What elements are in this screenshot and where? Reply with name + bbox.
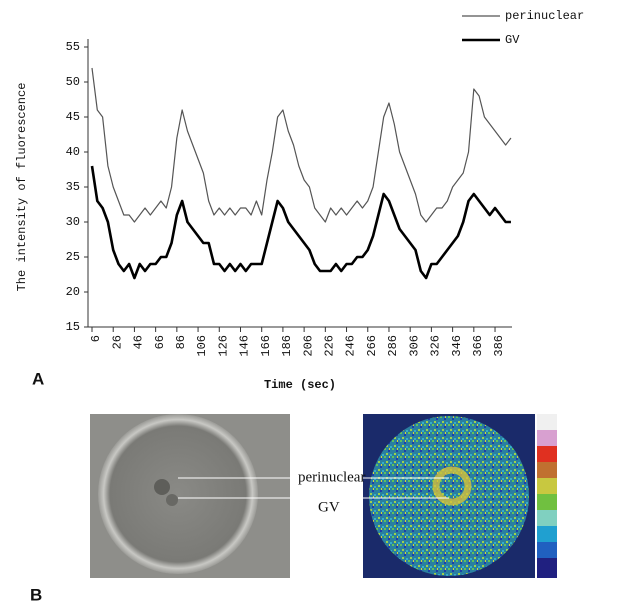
x-tick-label: 346 [450,335,464,357]
panel-label: A [32,369,44,388]
chart: 15 20 25 30 35 40 45 50 55 6 26 46 66 86 106 126 146 166 1… [15,9,584,392]
x-tick-label: 186 [280,335,294,357]
fluorescence-image [363,414,535,578]
x-tick-label: 126 [216,335,230,357]
x-tick-label: 386 [492,335,506,357]
series-line [90,165,511,280]
x-tick-label: 246 [344,335,358,357]
y-tick-label: 40 [66,145,80,159]
x-tick-label: 226 [323,335,337,357]
y-tick-label: 25 [66,250,80,264]
x-tick-label: 106 [195,335,209,357]
micrograph [90,414,290,578]
panel-label: B [30,585,42,604]
x-tick-label: 86 [174,335,188,349]
label-background [300,466,356,506]
y-tick-label: 55 [66,40,80,54]
x-tick-label: 146 [238,335,252,357]
x-tick-label: 206 [301,335,315,357]
y-tick-label: 50 [66,75,80,89]
x-tick-label: 326 [429,335,443,357]
color-scale [537,414,557,578]
x-tick-label: 66 [153,335,167,349]
y-tick-label: 30 [66,215,80,229]
series-line [91,67,512,223]
x-tick-label: 366 [471,335,485,357]
x-tick-label: 46 [132,335,146,349]
x-tick-label: 26 [110,335,124,349]
y-tick-label: 45 [66,110,80,124]
legend-label: perinuclear [505,9,584,23]
image-label: perinuclear [298,469,365,485]
x-tick-label: 166 [259,335,273,357]
legend-label: GV [505,33,520,47]
y-axis-label: The intensity of fluorescence [15,83,29,292]
x-tick-label: 306 [407,335,421,357]
y-tick-label: 35 [66,180,80,194]
y-tick-label: 15 [66,320,80,334]
x-tick-label: 266 [365,335,379,357]
x-axis-label: Time (sec) [264,378,336,392]
image-label: GV [318,499,340,515]
x-tick-label: 6 [89,335,103,342]
y-tick-label: 20 [66,285,80,299]
x-tick-label: 286 [386,335,400,357]
